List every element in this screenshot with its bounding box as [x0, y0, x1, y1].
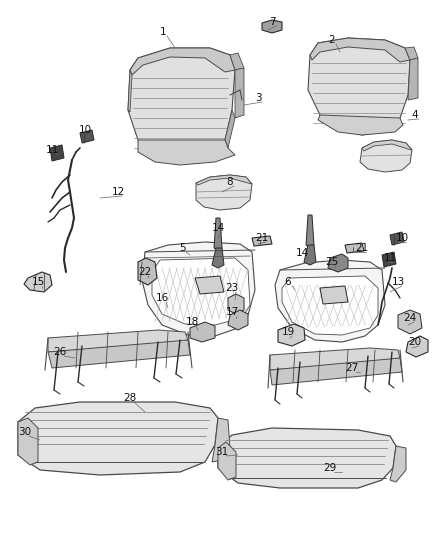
Text: 5: 5 [179, 243, 185, 253]
Polygon shape [18, 418, 38, 465]
Polygon shape [48, 330, 188, 352]
Polygon shape [195, 276, 224, 294]
Text: 4: 4 [412, 110, 418, 120]
Text: 11: 11 [383, 253, 397, 263]
Text: 3: 3 [254, 93, 261, 103]
Text: 18: 18 [185, 317, 198, 327]
Polygon shape [308, 38, 410, 135]
Polygon shape [306, 215, 314, 248]
Polygon shape [270, 358, 402, 385]
Polygon shape [80, 130, 94, 143]
Polygon shape [390, 446, 406, 482]
Text: 11: 11 [46, 145, 59, 155]
Text: 14: 14 [212, 223, 225, 233]
Text: 31: 31 [215, 447, 229, 457]
Text: 26: 26 [53, 347, 67, 357]
Polygon shape [382, 252, 396, 267]
Text: 21: 21 [255, 233, 268, 243]
Text: 27: 27 [346, 363, 359, 373]
Text: 7: 7 [268, 17, 276, 27]
Polygon shape [18, 402, 218, 475]
Text: 14: 14 [295, 248, 309, 258]
Polygon shape [196, 175, 252, 185]
Polygon shape [310, 38, 410, 62]
Polygon shape [362, 140, 412, 151]
Text: 19: 19 [281, 327, 295, 337]
Polygon shape [50, 145, 64, 161]
Polygon shape [360, 140, 412, 172]
Text: 2: 2 [328, 35, 336, 45]
Polygon shape [128, 48, 235, 162]
Polygon shape [218, 428, 396, 488]
Polygon shape [212, 418, 230, 462]
Polygon shape [270, 348, 400, 370]
Text: 29: 29 [323, 463, 337, 473]
Text: 16: 16 [155, 293, 169, 303]
Polygon shape [152, 258, 250, 325]
Text: 20: 20 [409, 337, 421, 347]
Text: 10: 10 [78, 125, 92, 135]
Text: 28: 28 [124, 393, 137, 403]
Polygon shape [318, 115, 403, 135]
Polygon shape [48, 340, 190, 368]
Text: 17: 17 [226, 307, 239, 317]
Polygon shape [278, 324, 305, 346]
Text: 8: 8 [227, 177, 233, 187]
Text: 12: 12 [111, 187, 125, 197]
Polygon shape [214, 218, 222, 250]
Polygon shape [128, 70, 132, 112]
Polygon shape [190, 322, 215, 342]
Polygon shape [228, 310, 248, 330]
Text: 24: 24 [403, 313, 417, 323]
Polygon shape [24, 272, 52, 292]
Polygon shape [228, 294, 244, 314]
Text: 10: 10 [396, 233, 409, 243]
Polygon shape [405, 47, 418, 60]
Polygon shape [328, 254, 348, 272]
Text: 23: 23 [226, 283, 239, 293]
Text: 22: 22 [138, 267, 152, 277]
Polygon shape [138, 140, 235, 165]
Polygon shape [130, 48, 235, 75]
Polygon shape [138, 258, 157, 285]
Text: 15: 15 [32, 277, 45, 287]
Polygon shape [408, 58, 418, 100]
Polygon shape [390, 232, 404, 245]
Polygon shape [225, 110, 235, 148]
Polygon shape [235, 68, 244, 118]
Polygon shape [275, 260, 385, 342]
Polygon shape [262, 20, 282, 33]
Polygon shape [230, 53, 244, 70]
Polygon shape [212, 248, 224, 268]
Text: 25: 25 [325, 257, 339, 267]
Text: 6: 6 [285, 277, 291, 287]
Text: 13: 13 [392, 277, 405, 287]
Polygon shape [398, 310, 422, 334]
Polygon shape [406, 336, 428, 357]
Polygon shape [282, 276, 378, 335]
Polygon shape [304, 245, 316, 265]
Text: 21: 21 [355, 243, 369, 253]
Text: 30: 30 [18, 427, 32, 437]
Polygon shape [320, 286, 348, 304]
Polygon shape [252, 236, 272, 246]
Text: 1: 1 [160, 27, 166, 37]
Polygon shape [142, 242, 255, 336]
Polygon shape [218, 442, 236, 480]
Polygon shape [345, 243, 364, 253]
Polygon shape [196, 175, 252, 210]
